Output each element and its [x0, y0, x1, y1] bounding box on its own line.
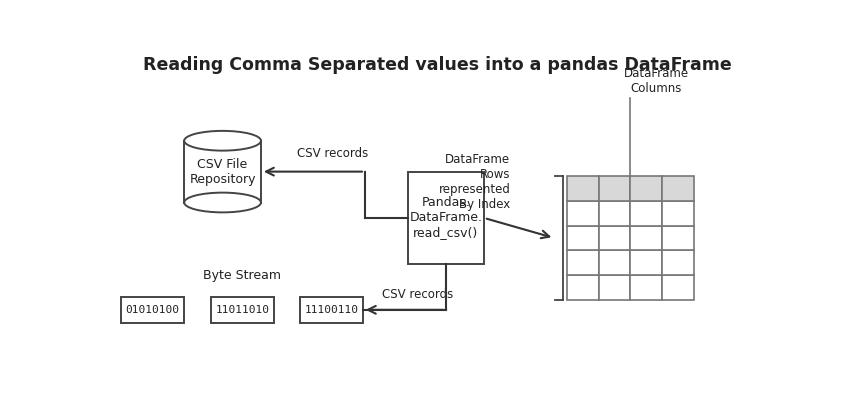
- FancyBboxPatch shape: [598, 176, 630, 201]
- FancyBboxPatch shape: [661, 275, 693, 300]
- FancyBboxPatch shape: [661, 250, 693, 275]
- Text: DataFrame
Rows
represented
By Index: DataFrame Rows represented By Index: [438, 154, 510, 211]
- FancyBboxPatch shape: [566, 201, 598, 226]
- FancyBboxPatch shape: [630, 275, 661, 300]
- FancyBboxPatch shape: [598, 250, 630, 275]
- Text: DataFrame
Columns: DataFrame Columns: [623, 67, 688, 95]
- Text: Pandas.
DataFrame.
read_csv(): Pandas. DataFrame. read_csv(): [409, 196, 482, 239]
- FancyBboxPatch shape: [299, 297, 363, 323]
- Text: CSV records: CSV records: [297, 147, 368, 160]
- Polygon shape: [184, 141, 261, 203]
- FancyBboxPatch shape: [211, 297, 274, 323]
- FancyBboxPatch shape: [598, 226, 630, 250]
- FancyBboxPatch shape: [630, 226, 661, 250]
- Ellipse shape: [184, 131, 261, 151]
- Text: Reading Comma Separated values into a pandas DataFrame: Reading Comma Separated values into a pa…: [143, 56, 731, 74]
- Text: 11011010: 11011010: [216, 305, 270, 315]
- FancyBboxPatch shape: [661, 176, 693, 201]
- FancyBboxPatch shape: [661, 201, 693, 226]
- Ellipse shape: [184, 192, 261, 213]
- FancyBboxPatch shape: [630, 201, 661, 226]
- FancyBboxPatch shape: [630, 176, 661, 201]
- FancyBboxPatch shape: [566, 226, 598, 250]
- FancyBboxPatch shape: [566, 176, 598, 201]
- FancyBboxPatch shape: [630, 250, 661, 275]
- FancyBboxPatch shape: [598, 275, 630, 300]
- FancyBboxPatch shape: [121, 297, 184, 323]
- FancyBboxPatch shape: [408, 172, 484, 264]
- FancyBboxPatch shape: [566, 250, 598, 275]
- FancyBboxPatch shape: [661, 226, 693, 250]
- Text: 01010100: 01010100: [125, 305, 179, 315]
- Text: 11100110: 11100110: [304, 305, 358, 315]
- Text: Byte Stream: Byte Stream: [203, 269, 281, 282]
- Text: CSV File
Repository: CSV File Repository: [189, 158, 256, 186]
- FancyBboxPatch shape: [598, 201, 630, 226]
- FancyBboxPatch shape: [566, 275, 598, 300]
- Text: CSV records: CSV records: [381, 288, 453, 300]
